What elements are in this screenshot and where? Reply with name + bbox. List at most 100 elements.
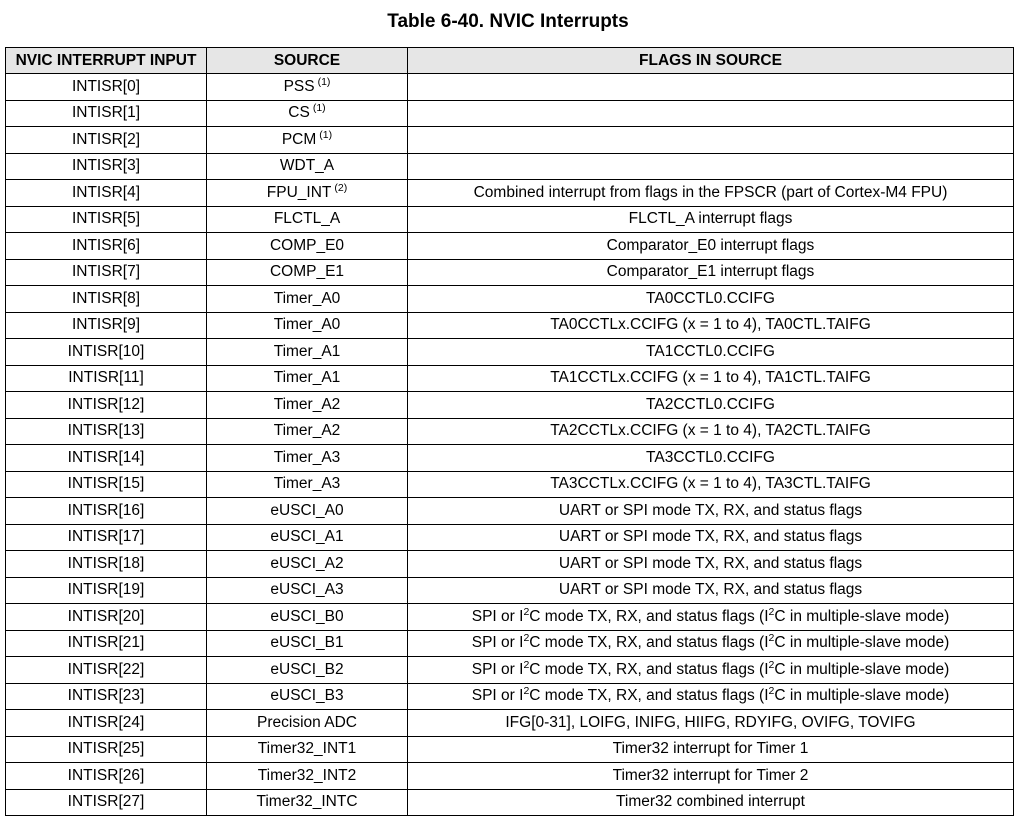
- source-name: Timer_A0: [273, 289, 341, 307]
- flags-cell: FLCTL_A interrupt flags: [407, 205, 1014, 233]
- header-nvic-interrupt-input: NVIC INTERRUPT INPUT: [5, 47, 207, 74]
- source-name: Timer_A1: [273, 369, 341, 387]
- source-name: Timer_A2: [273, 395, 341, 413]
- source-cell: COMP_E1: [206, 258, 408, 286]
- source-cell: PSS (1): [206, 73, 408, 101]
- interrupt-input-cell: INTISR[5]: [5, 205, 207, 233]
- interrupt-input-cell: INTISR[8]: [5, 285, 207, 313]
- source-cell: PCM (1): [206, 126, 408, 154]
- flags-cell: [407, 152, 1014, 180]
- flags-cell: Timer32 combined interrupt: [407, 788, 1014, 816]
- flags-cell: TA1CCTL0.CCIFG: [407, 338, 1014, 366]
- flags-cell: Timer32 interrupt for Timer 1: [407, 735, 1014, 763]
- interrupt-input-cell: INTISR[20]: [5, 603, 207, 631]
- interrupt-input-cell: INTISR[7]: [5, 258, 207, 286]
- source-name: eUSCI_B0: [270, 607, 344, 625]
- interrupt-input-cell: INTISR[2]: [5, 126, 207, 154]
- table-row: INTISR[14] Timer_A3 TA3CCTL0.CCIFG: [5, 444, 1014, 472]
- source-cell: Timer32_INTC: [206, 788, 408, 816]
- interrupt-input-cell: INTISR[6]: [5, 232, 207, 260]
- flags-cell: TA0CCTLx.CCIFG (x = 1 to 4), TA0CTL.TAIF…: [407, 311, 1014, 339]
- table-row: INTISR[23] eUSCI_B3 SPI or I2C mode TX, RX…: [5, 682, 1014, 710]
- source-cell: Timer_A2: [206, 417, 408, 445]
- source-name: eUSCI_A3: [270, 581, 344, 599]
- source-cell: FPU_INT (2): [206, 179, 408, 207]
- source-name: FLCTL_A: [273, 210, 341, 228]
- source-name: PCM: [281, 130, 317, 148]
- source-name: Timer_A2: [273, 422, 341, 440]
- table-row: INTISR[3] WDT_A: [5, 152, 1014, 180]
- table-row: INTISR[6] COMP_E0 Comparator_E0 interrupt …: [5, 232, 1014, 260]
- flags-cell: UART or SPI mode TX, RX, and status flag…: [407, 497, 1014, 525]
- flags-cell: SPI or I2C mode TX, RX, and status flags…: [407, 656, 1014, 684]
- flags-cell: TA1CCTLx.CCIFG (x = 1 to 4), TA1CTL.TAIF…: [407, 364, 1014, 392]
- source-cell: eUSCI_A2: [206, 550, 408, 578]
- interrupt-input-cell: INTISR[11]: [5, 364, 207, 392]
- source-name: Timer_A0: [273, 316, 341, 334]
- source-name: Timer32_INT1: [257, 740, 357, 758]
- flags-cell: TA2CCTLx.CCIFG (x = 1 to 4), TA2CTL.TAIF…: [407, 417, 1014, 445]
- interrupt-input-cell: INTISR[23]: [5, 682, 207, 710]
- table-row: INTISR[15] Timer_A3 TA3CCTLx.CCIFG (x = 1 …: [5, 470, 1014, 498]
- table-row: INTISR[4] FPU_INT (2) Combined interrupt fr…: [5, 179, 1014, 207]
- source-name: eUSCI_B3: [270, 687, 344, 705]
- table-row: INTISR[17] eUSCI_A1 UART or SPI mode TX, R…: [5, 523, 1014, 551]
- table-row: INTISR[18] eUSCI_A2 UART or SPI mode TX, R…: [5, 550, 1014, 578]
- interrupt-input-cell: INTISR[17]: [5, 523, 207, 551]
- source-name: FPU_INT: [266, 183, 332, 201]
- table-row: INTISR[21] eUSCI_B1 SPI or I2C mode TX, RX…: [5, 629, 1014, 657]
- flags-cell: TA0CCTL0.CCIFG: [407, 285, 1014, 313]
- source-cell: Timer32_INT2: [206, 762, 408, 790]
- source-name: Timer32_INTC: [256, 793, 358, 811]
- source-cell: Timer32_INT1: [206, 735, 408, 763]
- table-body: INTISR[0] PSS (1) INTISR[1] CS (1) INTISR[2] PC…: [5, 73, 1014, 816]
- source-cell: eUSCI_A0: [206, 497, 408, 525]
- interrupt-input-cell: INTISR[16]: [5, 497, 207, 525]
- flags-cell: TA3CCTL0.CCIFG: [407, 444, 1014, 472]
- interrupt-input-cell: INTISR[25]: [5, 735, 207, 763]
- table-row: INTISR[8] Timer_A0 TA0CCTL0.CCIFG: [5, 285, 1014, 313]
- source-cell: Timer_A0: [206, 311, 408, 339]
- footnote-ref: (1): [312, 102, 326, 115]
- footnote-ref: (2): [334, 181, 348, 194]
- source-cell: eUSCI_B3: [206, 682, 408, 710]
- source-cell: eUSCI_B2: [206, 656, 408, 684]
- interrupt-input-cell: INTISR[26]: [5, 762, 207, 790]
- interrupt-input-cell: INTISR[15]: [5, 470, 207, 498]
- header-flags-in-source: FLAGS IN SOURCE: [407, 47, 1014, 74]
- footnote-ref: (1): [319, 128, 333, 141]
- source-cell: eUSCI_A3: [206, 576, 408, 604]
- flags-cell: SPI or I2C mode TX, RX, and status flags…: [407, 603, 1014, 631]
- source-cell: Timer_A1: [206, 338, 408, 366]
- flags-cell: Timer32 interrupt for Timer 2: [407, 762, 1014, 790]
- interrupt-input-cell: INTISR[3]: [5, 152, 207, 180]
- interrupt-input-cell: INTISR[24]: [5, 709, 207, 737]
- source-cell: Timer_A3: [206, 444, 408, 472]
- header-source: SOURCE: [206, 47, 408, 74]
- flags-cell: [407, 73, 1014, 101]
- flags-cell: TA3CCTLx.CCIFG (x = 1 to 4), TA3CTL.TAIF…: [407, 470, 1014, 498]
- source-cell: Timer_A3: [206, 470, 408, 498]
- table-row: INTISR[2] PCM (1): [5, 126, 1014, 154]
- source-cell: Timer_A1: [206, 364, 408, 392]
- table-row: INTISR[13] Timer_A2 TA2CCTLx.CCIFG (x = 1 …: [5, 417, 1014, 445]
- table-row: INTISR[10] Timer_A1 TA1CCTL0.CCIFG: [5, 338, 1014, 366]
- table-row: INTISR[1] CS (1): [5, 99, 1014, 127]
- table-row: INTISR[12] Timer_A2 TA2CCTL0.CCIFG: [5, 391, 1014, 419]
- flags-cell: Comparator_E1 interrupt flags: [407, 258, 1014, 286]
- nvic-interrupts-table: NVIC INTERRUPT INPUT SOURCE FLAGS IN SOU…: [5, 47, 1014, 816]
- flags-cell: Combined interrupt from flags in the FPS…: [407, 179, 1014, 207]
- source-name: CS: [288, 104, 310, 122]
- source-cell: eUSCI_A1: [206, 523, 408, 551]
- source-cell: eUSCI_B1: [206, 629, 408, 657]
- table-row: INTISR[9] Timer_A0 TA0CCTLx.CCIFG (x = 1 t…: [5, 311, 1014, 339]
- source-name: eUSCI_B1: [270, 634, 344, 652]
- table-row: INTISR[5] FLCTL_A FLCTL_A interrupt flags: [5, 205, 1014, 233]
- source-name: WDT_A: [279, 157, 335, 175]
- flags-cell: SPI or I2C mode TX, RX, and status flags…: [407, 682, 1014, 710]
- source-name: COMP_E1: [269, 263, 345, 281]
- table-row: INTISR[27] Timer32_INTC Timer32 combined i…: [5, 788, 1014, 816]
- table-row: INTISR[22] eUSCI_B2 SPI or I2C mode TX, RX…: [5, 656, 1014, 684]
- footnote-ref: (1): [317, 75, 331, 88]
- source-name: eUSCI_A1: [270, 528, 344, 546]
